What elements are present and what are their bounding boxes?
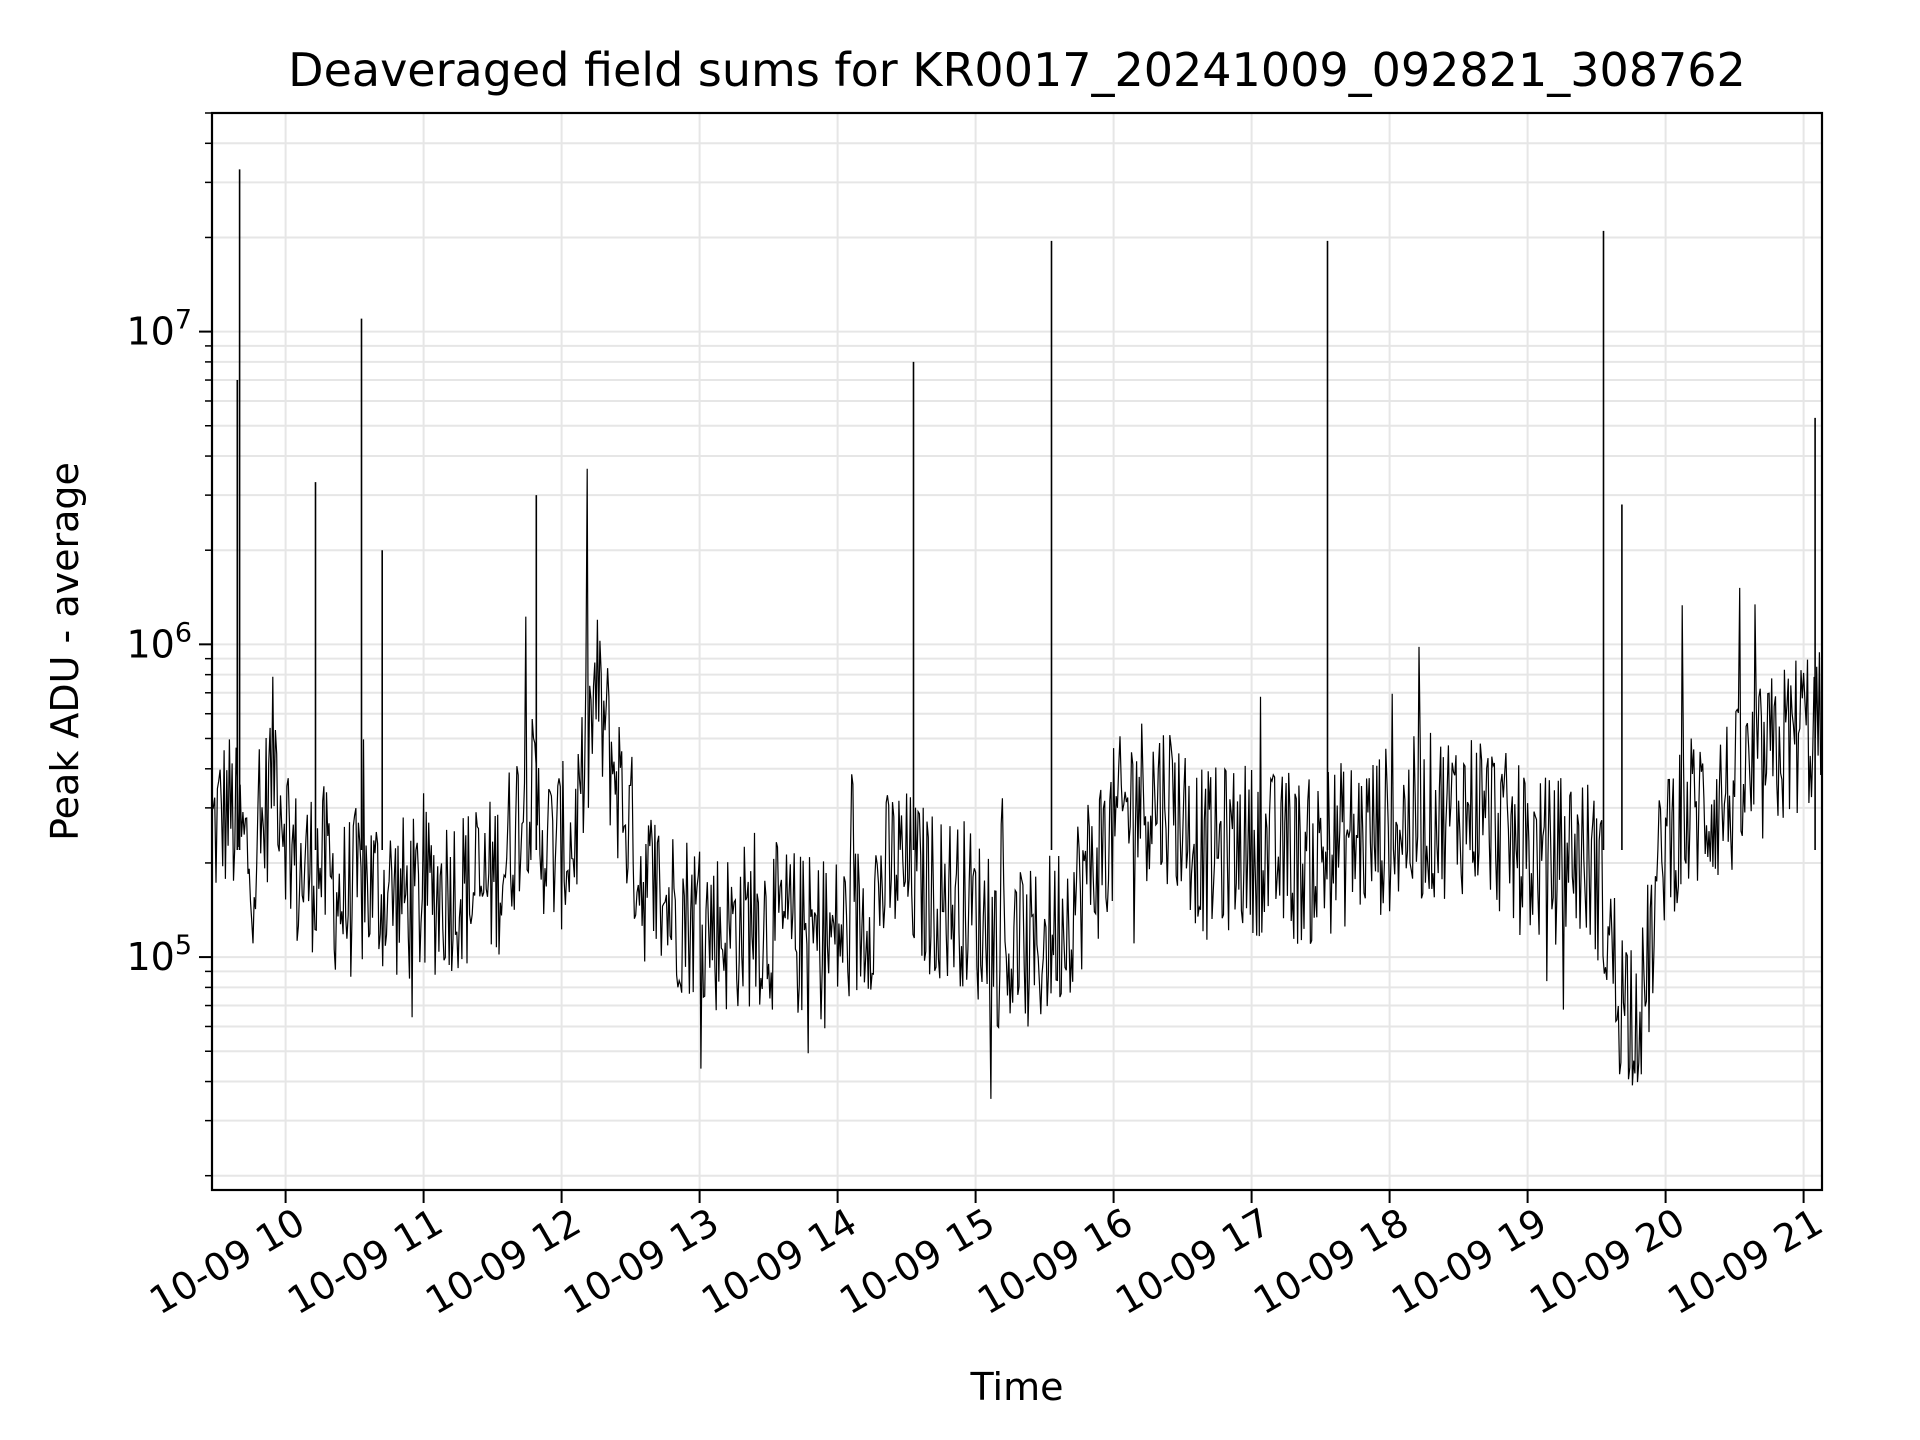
plot-frame xyxy=(210,111,1824,1192)
grid xyxy=(212,112,1822,1190)
y-tick-label: 105 xyxy=(126,930,192,979)
series-line xyxy=(211,468,1822,1099)
x-axis-label: Time xyxy=(970,1365,1064,1409)
y-tick-label: 107 xyxy=(126,305,192,354)
data-series xyxy=(211,169,1822,1099)
y-tick-label: 106 xyxy=(126,617,192,666)
y-axis-label: Peak ADU - average xyxy=(43,462,87,841)
chart-title: Deaveraged field sums for KR0017_2024100… xyxy=(288,43,1746,97)
